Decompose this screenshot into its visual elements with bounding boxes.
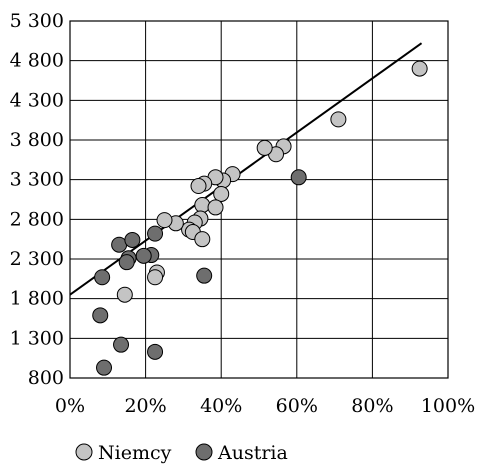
x-tick-label: 0%	[55, 395, 85, 417]
x-tick-label: 60%	[276, 395, 318, 417]
y-tick-label: 3 300	[10, 169, 64, 191]
y-tick-label: 1 300	[10, 327, 64, 349]
data-point-austria	[92, 307, 109, 324]
data-point-austria	[124, 231, 141, 248]
x-tick-label: 20%	[124, 395, 166, 417]
data-points	[92, 60, 428, 376]
y-tick-label: 2 800	[10, 208, 64, 230]
y-tick-label: 800	[28, 367, 64, 389]
data-point-austria	[113, 336, 130, 353]
data-point-niemcy	[194, 197, 211, 214]
x-tick-label: 40%	[200, 395, 242, 417]
data-point-niemcy	[330, 111, 347, 128]
legend-marker-niemcy	[75, 443, 93, 461]
data-point-niemcy	[256, 139, 273, 156]
data-point-austria	[290, 169, 307, 186]
legend: Niemcy Austria	[75, 442, 288, 464]
y-tick-label: 3 800	[10, 129, 64, 151]
y-tick-label: 5 300	[10, 10, 64, 32]
data-point-niemcy	[213, 185, 230, 202]
data-point-niemcy	[116, 286, 133, 303]
legend-label-austria: Austria	[217, 442, 288, 464]
data-point-niemcy	[147, 269, 164, 286]
data-point-niemcy	[194, 231, 211, 248]
data-point-niemcy	[190, 178, 207, 195]
legend-item-niemcy: Niemcy	[75, 442, 172, 464]
y-axis-tick-labels: 800 1 300 1 800 2 300 2 800 3 300 3 800 4 300 4 …	[10, 10, 64, 389]
y-tick-label: 1 800	[10, 288, 64, 310]
data-point-niemcy	[156, 212, 173, 229]
x-tick-label: 80%	[351, 395, 393, 417]
legend-item-austria: Austria	[195, 442, 288, 464]
legend-marker-austria	[195, 443, 213, 461]
grid	[69, 20, 449, 379]
y-tick-label: 4 800	[10, 50, 64, 72]
data-point-austria	[147, 343, 164, 360]
data-point-austria	[118, 254, 135, 271]
y-tick-label: 2 300	[10, 248, 64, 270]
x-axis-tick-labels: 0% 20% 40% 60% 80% 100%	[55, 395, 475, 417]
data-point-austria	[96, 359, 113, 376]
data-point-austria	[135, 247, 152, 264]
data-point-austria	[94, 269, 111, 286]
data-point-niemcy	[207, 199, 224, 216]
data-point-niemcy	[411, 60, 428, 77]
x-tick-label: 100%	[421, 395, 475, 417]
data-point-austria	[147, 225, 164, 242]
legend-label-niemcy: Niemcy	[98, 442, 172, 464]
data-point-austria	[196, 267, 213, 284]
y-tick-label: 4 300	[10, 89, 64, 111]
plot-area-border	[69, 20, 449, 379]
